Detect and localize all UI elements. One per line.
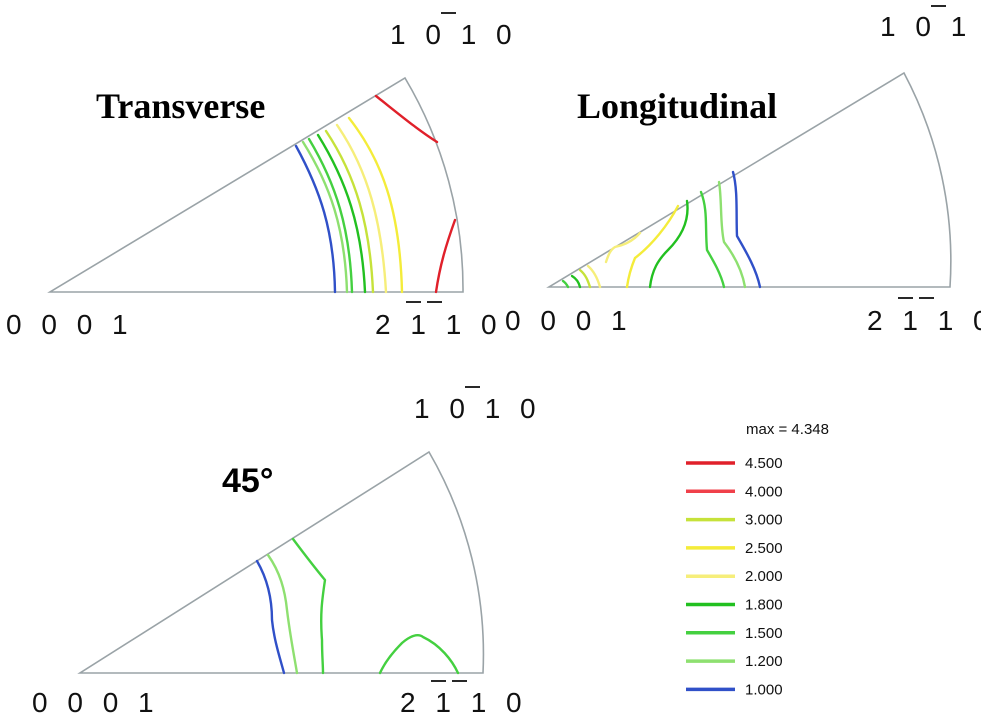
transverse-label-10-10: 1 0 1 0 bbox=[390, 19, 518, 50]
transverse-contour-1500 bbox=[307, 137, 354, 294]
legend-value: 2.500 bbox=[745, 540, 783, 557]
deg45-label-0001: 0 0 0 1 bbox=[32, 687, 160, 718]
longitudinal-contour-1200 bbox=[717, 180, 747, 289]
legend-value: 3.000 bbox=[745, 512, 783, 529]
legend-value: 1.200 bbox=[745, 653, 783, 670]
transverse-contour-1000 bbox=[294, 144, 337, 294]
deg45-contour-1000 bbox=[255, 559, 286, 675]
deg45-contour-1200 bbox=[266, 553, 299, 675]
longitudinal-contour-1000 bbox=[731, 170, 762, 289]
longitudinal-contour-2000 bbox=[604, 231, 642, 264]
longitudinal-title: Longitudinal bbox=[577, 86, 777, 126]
deg45-contour-1500 bbox=[291, 537, 327, 675]
transverse-title: Transverse bbox=[96, 86, 265, 126]
legend-value: 1.500 bbox=[745, 625, 783, 642]
deg45-label-10-10: 1 0 1 0 bbox=[414, 393, 542, 424]
legend-max-label: max = 4.348 bbox=[746, 421, 829, 438]
longitudinal-contour-1500 bbox=[699, 190, 726, 289]
transverse-label-2-1-10: 2 1 1 0 bbox=[375, 309, 503, 340]
transverse-outline bbox=[47, 76, 464, 293]
legend-items: 4.500 4.000 3.000 2.500 2.000 1.800 1.500 1.200… bbox=[686, 455, 783, 698]
longitudinal-figure: Longitudinal 0 0 0 1 1 0 1 0 2 1 1 0 bbox=[505, 5, 981, 336]
transverse-contour-1800 bbox=[316, 133, 367, 294]
transverse-contour-1200 bbox=[301, 140, 349, 294]
transverse-figure: Transverse 0 0 0 1 1 0 1 0 2 1 1 0 bbox=[6, 12, 518, 340]
longitudinal-label-0001: 0 0 0 1 bbox=[505, 305, 633, 336]
deg45-contour-1500b bbox=[378, 634, 460, 675]
transverse-contour-4500-top bbox=[374, 94, 439, 144]
legend-value: 4.000 bbox=[745, 483, 783, 500]
transverse-contour-4500-right bbox=[434, 218, 457, 294]
deg45-figure: 45° 0 0 0 1 1 0 1 0 2 1 1 0 bbox=[32, 386, 542, 718]
longitudinal-label-2-1-10: 2 1 1 0 bbox=[867, 305, 981, 336]
longitudinal-contour-2500 bbox=[625, 204, 680, 289]
longitudinal-contour-3000 bbox=[578, 268, 592, 289]
transverse-contour-3000 bbox=[324, 129, 375, 294]
transverse-contour-2500 bbox=[347, 116, 404, 294]
longitudinal-contour-1800b bbox=[570, 274, 582, 289]
longitudinal-contour-1800 bbox=[648, 199, 689, 289]
legend-value: 4.500 bbox=[745, 455, 783, 472]
longitudinal-contour-1500b bbox=[561, 279, 570, 289]
longitudinal-label-10-10: 1 0 1 0 bbox=[880, 11, 981, 42]
longitudinal-outline bbox=[546, 71, 952, 288]
deg45-outline bbox=[77, 450, 485, 674]
transverse-label-0001: 0 0 0 1 bbox=[6, 309, 134, 340]
legend-value: 1.000 bbox=[745, 681, 783, 698]
legend-value: 2.000 bbox=[745, 568, 783, 585]
legend-value: 1.800 bbox=[745, 597, 783, 614]
contour-legend: max = 4.348 4.500 4.000 3.000 2.500 2.000 1.8… bbox=[686, 421, 829, 698]
deg45-label-2-1-10: 2 1 1 0 bbox=[400, 687, 528, 718]
deg45-title: 45° bbox=[222, 462, 273, 500]
transverse-contour-2000 bbox=[335, 123, 388, 294]
longitudinal-contour-2000b bbox=[586, 264, 602, 289]
